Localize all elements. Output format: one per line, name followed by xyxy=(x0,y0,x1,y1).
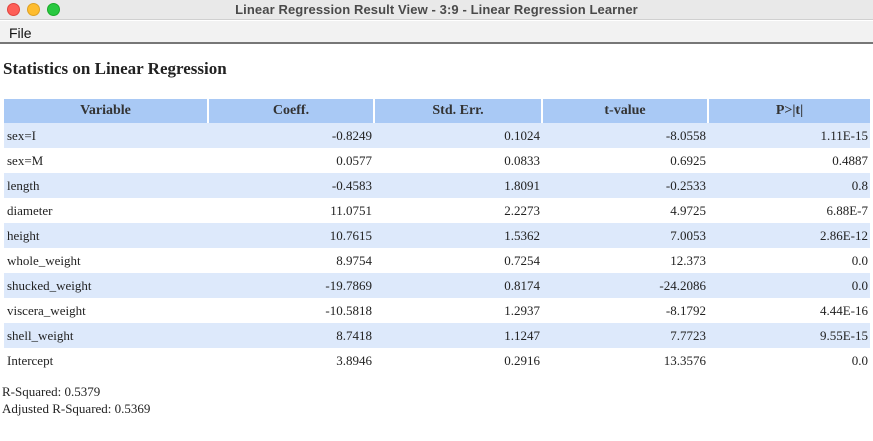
cell-coeff: -0.4583 xyxy=(208,173,374,198)
adjusted-r-squared-text: Adjusted R-Squared: 0.5369 xyxy=(2,401,151,416)
cell-std-err: 2.2273 xyxy=(504,202,540,218)
cell-variable: shucked_weight xyxy=(4,273,208,298)
table-row: sex=I -0.8249 0.1024 -8.0558 1.11E-15 xyxy=(4,123,870,148)
cell-variable: sex=M xyxy=(7,152,44,168)
column-header-std-err[interactable]: Std. Err. xyxy=(374,99,543,123)
cell-variable: viscera_weight xyxy=(7,302,86,318)
table-row: length -0.4583 1.8091 -0.2533 0.8 xyxy=(4,173,870,198)
cell-std-err: 0.0833 xyxy=(504,152,540,168)
cell-std-err: 1.2937 xyxy=(504,302,540,318)
cell-t-value: -0.2533 xyxy=(542,173,708,198)
cell-t-value: -24.2086 xyxy=(542,273,708,298)
table-row: height 10.7615 1.5362 7.0053 2.86E-12 xyxy=(4,223,870,248)
cell-variable: diameter xyxy=(7,202,53,218)
cell-coeff: -10.5818 xyxy=(325,302,372,318)
cell-std-err: 1.8091 xyxy=(374,173,542,198)
maximize-window-button[interactable] xyxy=(47,3,60,16)
cell-t-value: 13.3576 xyxy=(663,352,706,368)
column-header-variable[interactable]: Variable xyxy=(4,99,209,123)
window-title: Linear Regression Result View - 3:9 - Li… xyxy=(235,2,638,17)
cell-p-value: 6.88E-7 xyxy=(826,202,868,218)
cell-variable: sex=I xyxy=(4,123,208,148)
column-header-t-value[interactable]: t-value xyxy=(542,99,709,123)
cell-t-value: -8.1792 xyxy=(665,302,706,318)
close-window-button[interactable] xyxy=(7,3,20,16)
cell-p-value: 0.4887 xyxy=(832,152,868,168)
cell-t-value: 0.6925 xyxy=(670,152,706,168)
cell-p-value: 0.8 xyxy=(708,173,870,198)
cell-t-value: 12.373 xyxy=(670,252,706,268)
cell-std-err: 1.1247 xyxy=(374,323,542,348)
cell-t-value: -8.0558 xyxy=(542,123,708,148)
table-row: Intercept 3.8946 0.2916 13.3576 0.0 xyxy=(4,348,870,373)
table-row: shucked_weight -19.7869 0.8174 -24.2086 … xyxy=(4,273,870,298)
cell-coeff: 8.7418 xyxy=(208,323,374,348)
cell-std-err: 0.8174 xyxy=(374,273,542,298)
cell-variable: height xyxy=(4,223,208,248)
minimize-window-button[interactable] xyxy=(27,3,40,16)
table-row: whole_weight 8.9754 0.7254 12.373 0.0 xyxy=(4,248,870,273)
table-row: sex=M 0.0577 0.0833 0.6925 0.4887 xyxy=(4,148,870,173)
cell-coeff: 3.8946 xyxy=(336,352,372,368)
column-header-coeff[interactable]: Coeff. xyxy=(208,99,375,123)
cell-std-err: 0.1024 xyxy=(374,123,542,148)
cell-coeff: -0.8249 xyxy=(208,123,374,148)
cell-p-value: 1.11E-15 xyxy=(708,123,870,148)
cell-coeff: -19.7869 xyxy=(208,273,374,298)
cell-std-err: 0.2916 xyxy=(504,352,540,368)
cell-p-value: 0.0 xyxy=(708,273,870,298)
cell-p-value: 4.44E-16 xyxy=(819,302,868,318)
cell-variable: length xyxy=(4,173,208,198)
cell-p-value: 9.55E-15 xyxy=(708,323,870,348)
cell-t-value: 7.0053 xyxy=(542,223,708,248)
table-row: diameter 11.0751 2.2273 4.9725 6.88E-7 xyxy=(4,198,870,223)
r-squared-text: R-Squared: 0.5379 xyxy=(2,384,101,399)
cell-variable: whole_weight xyxy=(7,252,81,268)
cell-t-value: 7.7723 xyxy=(542,323,708,348)
table-row: viscera_weight -10.5818 1.2937 -8.1792 4… xyxy=(4,298,870,323)
cell-p-value: 2.86E-12 xyxy=(708,223,870,248)
title-bar: Linear Regression Result View - 3:9 - Li… xyxy=(0,0,873,20)
cell-coeff: 11.0751 xyxy=(330,202,372,218)
cell-variable: shell_weight xyxy=(4,323,208,348)
cell-coeff: 10.7615 xyxy=(208,223,374,248)
cell-std-err: 1.5362 xyxy=(374,223,542,248)
menu-bar: File xyxy=(0,21,873,44)
cell-coeff: 0.0577 xyxy=(336,152,372,168)
menu-file[interactable]: File xyxy=(9,25,32,41)
cell-variable: Intercept xyxy=(7,352,54,368)
cell-p-value: 0.0 xyxy=(851,252,868,268)
cell-t-value: 4.9725 xyxy=(670,202,706,218)
cell-coeff: 8.9754 xyxy=(336,252,372,268)
page-title: Statistics on Linear Regression xyxy=(3,59,227,78)
cell-std-err: 0.7254 xyxy=(504,252,540,268)
table-header-row: Variable Coeff. Std. Err. t-value P>|t| xyxy=(4,99,870,123)
table-row: shell_weight 8.7418 1.1247 7.7723 9.55E-… xyxy=(4,323,870,348)
column-header-p-value[interactable]: P>|t| xyxy=(708,99,870,123)
cell-p-value: 0.0 xyxy=(851,352,868,368)
regression-statistics-table: Variable Coeff. Std. Err. t-value P>|t| … xyxy=(4,99,870,373)
